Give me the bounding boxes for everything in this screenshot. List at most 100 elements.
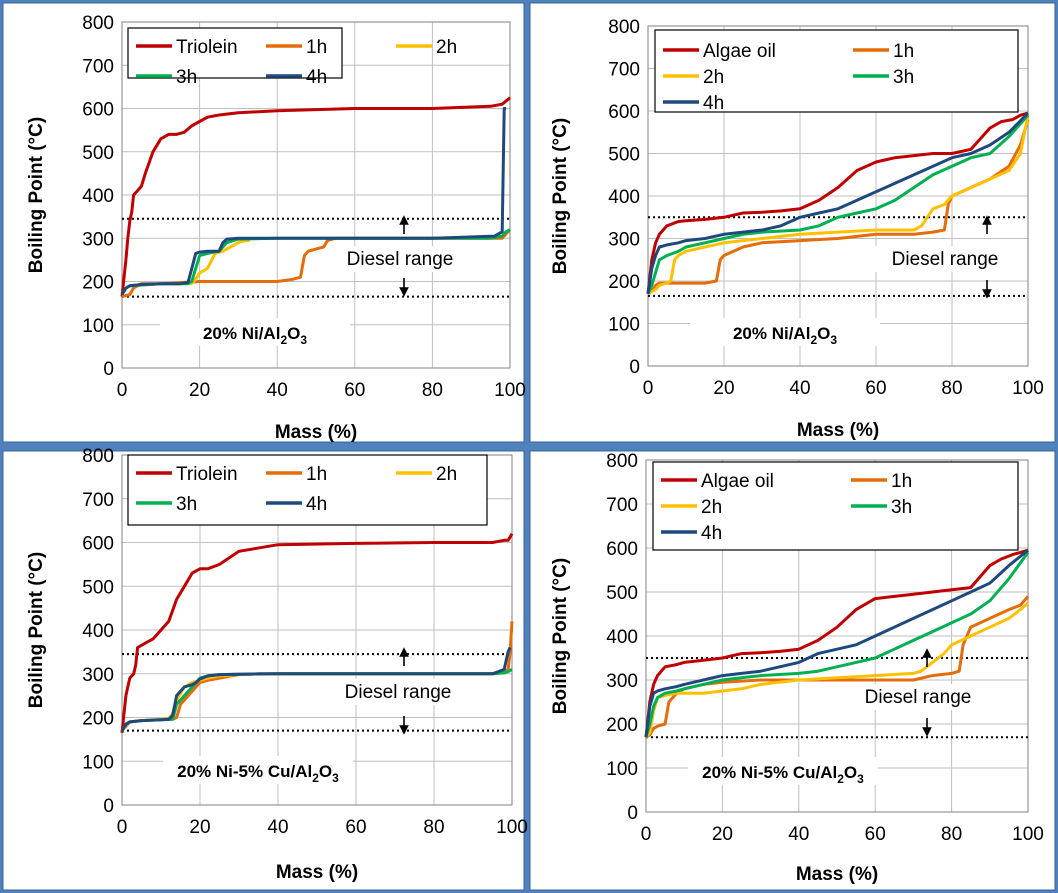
y-tick-label: 600 [82, 100, 114, 121]
x-tick-label: 100 [1012, 824, 1044, 845]
legend-label: Algae oil [703, 41, 776, 62]
legend-label: 3h [176, 67, 197, 88]
catalyst-label-bg [688, 757, 878, 785]
y-tick-label: 600 [82, 534, 114, 555]
y-axis-title: Boiling Point (°C) [26, 552, 47, 708]
x-tick-label: 20 [189, 817, 210, 838]
diesel-label-bg [328, 246, 472, 272]
y-tick-label: 400 [82, 621, 114, 642]
catalyst-label-bg [160, 318, 350, 346]
legend-label: Triolein [176, 37, 238, 58]
legend-label: 1h [891, 471, 912, 492]
catalyst-label: 20% Ni/Al2O3 [203, 324, 307, 347]
legend-box [652, 461, 1019, 551]
series-line [644, 549, 1029, 738]
legend: Algae oil 1h 2h 3h 4h [652, 461, 1019, 551]
legend-label: 1h [306, 464, 327, 485]
y-tick-label: 500 [82, 143, 114, 164]
y-tick-label: 200 [82, 709, 114, 730]
x-axis-title: Mass (%) [276, 862, 358, 883]
diesel-range-label: Diesel range [345, 682, 452, 703]
catalyst-label: 20% Ni/Al2O3 [733, 324, 837, 347]
y-tick-label: 800 [82, 13, 114, 34]
y-tick-label: 500 [608, 145, 640, 166]
diesel-range-label: Diesel range [865, 687, 972, 708]
plot-frame [645, 459, 1029, 813]
legend-label: 2h [436, 37, 457, 58]
catalyst-label-bg [163, 756, 353, 784]
series-line [644, 601, 1029, 739]
x-tick-label: 80 [422, 380, 443, 401]
series-line [120, 533, 514, 733]
x-tick-label: 80 [941, 824, 962, 845]
y-tick-label: 100 [606, 759, 638, 780]
legend-label: Algae oil [701, 471, 774, 492]
y-tick-label: 500 [606, 583, 638, 604]
y-tick-label: 400 [82, 186, 114, 207]
panel-bottom-right: 0 100 200 300 400 500 600 700 800 0 20 40 60 80 100 Mas… [529, 450, 1056, 891]
diesel-range-label: Diesel range [347, 249, 454, 270]
y-tick-label: 300 [82, 229, 114, 250]
legend-label: 1h [306, 37, 327, 58]
catalyst-label: 20% Ni-5% Cu/Al2O3 [177, 762, 339, 785]
y-tick-label: 400 [608, 187, 640, 208]
x-tick-label: 20 [713, 378, 734, 399]
catalyst-label-bg [690, 318, 880, 346]
diesel-label-bg [846, 684, 990, 710]
y-tick-label: 0 [627, 803, 638, 824]
y-tick-label: 0 [103, 359, 114, 380]
x-tick-label: 60 [345, 817, 366, 838]
series-line [120, 646, 512, 732]
y-tick-label: 100 [82, 752, 114, 773]
y-tick-label: 800 [608, 17, 640, 38]
series-line [644, 551, 1030, 738]
x-axis-title: Mass (%) [275, 422, 357, 443]
legend-label: 1h [893, 41, 914, 62]
y-tick-label: 100 [82, 316, 114, 337]
x-tick-label: 40 [267, 380, 288, 401]
panel-top-left: 0 100 200 300 400 500 600 700 800 0 20 40 60 80 100 Mas… [2, 2, 526, 443]
y-tick-label: 200 [82, 273, 114, 294]
legend-box [654, 29, 1019, 113]
x-tick-label: 0 [643, 378, 654, 399]
diesel-label-bg [326, 679, 470, 705]
legend-label: 2h [701, 497, 722, 518]
y-tick-label: 300 [606, 671, 638, 692]
y-tick-label: 0 [629, 357, 640, 378]
panel-top-right: 0 100 200 300 400 500 600 700 800 0 20 40 60 80 100 Mas… [529, 2, 1056, 443]
plot-frame [121, 21, 511, 369]
x-tick-label: 20 [712, 824, 733, 845]
y-axis-title: Boiling Point (°C) [550, 558, 571, 714]
legend-label: 3h [891, 497, 912, 518]
legend: Algae oil 1h 2h 3h 4h [654, 29, 1019, 114]
plot-frame [647, 25, 1029, 367]
legend-label: 4h [306, 494, 327, 515]
series-line [644, 548, 1029, 738]
x-tick-label: 100 [496, 817, 528, 838]
y-tick-label: 700 [606, 495, 638, 516]
legend-label: Triolein [176, 464, 238, 485]
legend-label: 3h [176, 494, 197, 515]
series-line [647, 114, 1030, 296]
legend: Triolein 1h 2h 3h 4h [127, 27, 457, 88]
y-tick-label: 200 [606, 715, 638, 736]
x-tick-label: 20 [189, 380, 210, 401]
x-tick-label: 40 [267, 817, 288, 838]
y-axis-title: Boiling Point (°C) [550, 118, 571, 274]
legend: Triolein 1h 2h 3h 4h [127, 454, 488, 526]
x-tick-label: 60 [344, 380, 365, 401]
series-line [646, 114, 1030, 295]
legend-label: 4h [703, 93, 724, 114]
x-tick-label: 80 [941, 378, 962, 399]
x-tick-label: 0 [117, 817, 128, 838]
x-tick-label: 0 [117, 380, 128, 401]
legend-label: 2h [703, 67, 724, 88]
x-tick-label: 40 [789, 378, 810, 399]
x-tick-label: 40 [788, 824, 809, 845]
x-axis-title: Mass (%) [797, 420, 879, 441]
y-tick-label: 700 [82, 56, 114, 77]
legend-box [127, 27, 343, 79]
y-tick-label: 0 [103, 796, 114, 817]
diesel-range-label: Diesel range [892, 249, 999, 270]
